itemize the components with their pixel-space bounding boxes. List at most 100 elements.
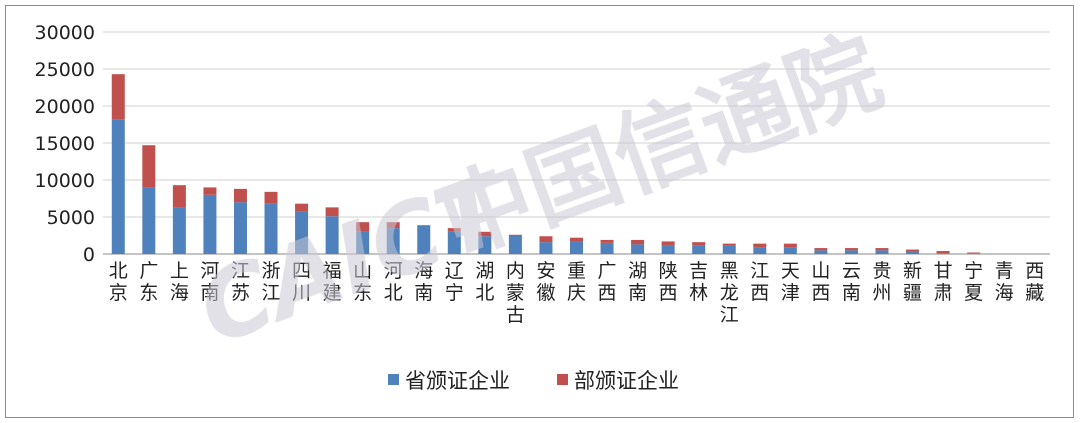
- watermark-text: 中国信通院: [426, 18, 895, 276]
- bar-segment: [570, 241, 583, 254]
- bar-segment: [783, 247, 797, 254]
- x-tick-label: 云南: [842, 260, 861, 304]
- bar-segment: [417, 225, 431, 226]
- legend-label: 部颁证企业: [574, 369, 679, 393]
- bar-segment: [661, 245, 675, 254]
- x-tick-label: 湖南: [628, 260, 647, 304]
- bar-segment: [447, 228, 461, 232]
- bar-segment: [111, 74, 125, 120]
- watermark: CAICT 中国信通院: [185, 18, 895, 367]
- bar-segment: [936, 253, 950, 254]
- bar-segment: [508, 234, 522, 236]
- x-tick-label: 海南: [414, 260, 433, 304]
- y-tick-label: 30000: [35, 22, 95, 44]
- x-tick-label: 重庆: [567, 260, 586, 304]
- bar-segment: [233, 202, 247, 254]
- x-tick-label: 宁夏: [964, 260, 983, 304]
- bar-segment: [814, 248, 828, 251]
- bar-segment: [295, 211, 309, 254]
- x-tick-label: 河南: [200, 260, 219, 304]
- legend-label: 省颁证企业: [405, 369, 510, 393]
- x-tick-label: 贵州: [872, 260, 891, 304]
- bar-segment: [600, 239, 614, 243]
- bar-segment: [295, 203, 309, 212]
- bar-segment: [692, 245, 706, 254]
- bar-segment: [508, 235, 522, 254]
- x-tick-label: 北京: [109, 260, 128, 304]
- x-tick-label: 山西: [811, 260, 830, 304]
- x-tick-label: 山东: [353, 260, 372, 304]
- bar-segment: [356, 231, 370, 254]
- bar-segment: [753, 247, 767, 254]
- bar-segment: [356, 222, 370, 232]
- x-tick-label: 上海: [170, 260, 189, 304]
- bar-segment: [264, 191, 278, 204]
- x-tick-label: 新疆: [903, 260, 922, 304]
- bar-segment: [967, 252, 981, 254]
- bar-segment: [539, 236, 553, 243]
- x-tick-label: 河北: [384, 260, 403, 304]
- bar-segment: [478, 236, 492, 254]
- bar-segment: [631, 239, 645, 245]
- bar-segment: [692, 242, 706, 246]
- x-tick-label: 湖北: [475, 260, 494, 304]
- bar-segment: [722, 245, 736, 254]
- bar-segment: [447, 231, 461, 254]
- x-tick-label: 广东: [139, 260, 158, 304]
- bar-segment: [386, 228, 400, 254]
- bar-segment: [539, 242, 553, 254]
- bar-segment: [203, 187, 217, 195]
- bar-segment: [142, 187, 156, 254]
- bar-segment: [906, 251, 920, 254]
- bar-segment: [875, 248, 889, 251]
- bar-segment: [753, 243, 767, 248]
- gridlines: [103, 31, 1050, 255]
- bar-segment: [844, 250, 858, 254]
- bar-segment: [783, 243, 797, 248]
- x-tick-label: 甘肃: [934, 260, 953, 304]
- x-tick-label: 青海: [995, 260, 1014, 304]
- bar-segment: [661, 241, 675, 246]
- legend: 省颁证企业 部颁证企业: [388, 369, 679, 393]
- x-tick-label: 吉林: [689, 260, 708, 304]
- bar-segment: [325, 216, 339, 254]
- bar-segment: [844, 248, 858, 251]
- bar-segment: [172, 207, 186, 254]
- y-tick-label: 10000: [35, 170, 95, 192]
- bar-segment: [233, 188, 247, 203]
- bar-segment: [478, 231, 492, 237]
- legend-swatch: [557, 374, 568, 385]
- x-tick-label: 浙江: [262, 260, 281, 304]
- x-tick-label: 江西: [750, 260, 769, 304]
- bar-segment: [906, 249, 920, 252]
- bar-segment: [386, 222, 400, 229]
- x-tick-label: 陕西: [659, 260, 678, 304]
- bar-segment: [570, 237, 583, 242]
- x-tick-label: 四川: [292, 260, 311, 304]
- bar-segment: [172, 185, 186, 208]
- bar-segment: [264, 203, 278, 254]
- x-tick-label: 黑龙江: [720, 260, 739, 326]
- x-tick-label: 安徽: [536, 260, 555, 304]
- bar-segment: [936, 251, 950, 254]
- y-tick-label: 25000: [35, 59, 95, 81]
- y-axis: 0 5000 10000 15000 20000 25000 30000: [35, 22, 95, 266]
- bar-segment: [203, 194, 217, 254]
- x-tick-label: 天津: [781, 260, 800, 304]
- legend-swatch: [388, 374, 399, 385]
- x-tick-label: 内蒙古: [506, 260, 525, 326]
- x-tick-label: 福建: [323, 260, 342, 304]
- x-tick-label: 江苏: [231, 260, 250, 304]
- bar-segment: [875, 250, 889, 254]
- y-tick-label: 15000: [35, 133, 95, 155]
- x-tick-label: 西藏: [1025, 260, 1044, 304]
- bar-segment: [417, 225, 431, 254]
- bars: [111, 74, 981, 254]
- bar-segment: [600, 242, 614, 254]
- x-axis: 北京广东上海河南江苏浙江四川福建山东河北海南辽宁湖北内蒙古安徽重庆广西湖南陕西吉…: [109, 260, 1044, 326]
- bar-segment: [325, 207, 339, 217]
- y-tick-label: 0: [83, 244, 95, 266]
- bar-segment: [722, 243, 736, 246]
- bar-segment: [142, 145, 156, 188]
